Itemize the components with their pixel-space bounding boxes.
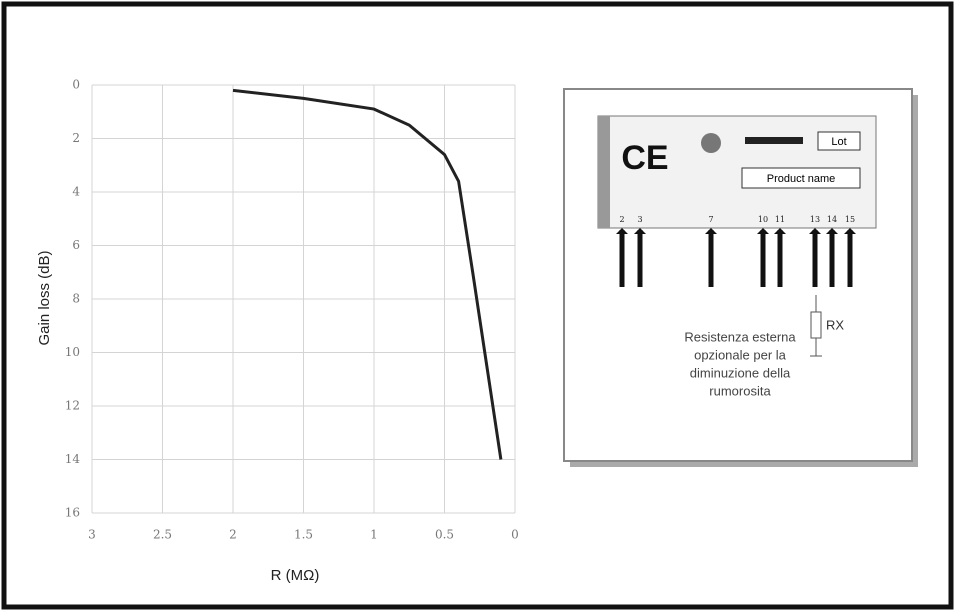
y-tick-label: 0 [72, 78, 80, 92]
pin-label: 10 [758, 215, 768, 224]
y-tick-label: 8 [72, 292, 80, 306]
product-label: Product name [767, 173, 835, 185]
pin-head [826, 228, 838, 234]
y-tick-label: 12 [65, 399, 80, 413]
pin-label: 11 [775, 215, 785, 224]
note-line: diminuzione della [690, 365, 791, 380]
note-line: rumorosita [709, 383, 771, 398]
pin-label: 3 [637, 215, 642, 224]
lot-label: Lot [831, 136, 846, 148]
x-tick-label: 3 [88, 528, 96, 542]
y-tick-label: 4 [72, 185, 80, 199]
pin-label: 15 [845, 215, 855, 224]
pin-label: 7 [708, 215, 713, 224]
diagram: CE Lot Product name 2 3 7 10 11 13 14 15 RX Res… [563, 88, 918, 467]
x-tick-label: 1 [370, 528, 378, 542]
x-tick-label: 0.5 [435, 528, 454, 542]
x-tick-label: 2.5 [153, 528, 172, 542]
pin-label: 13 [810, 215, 820, 224]
pin-head [616, 228, 628, 234]
rx-label: RX [826, 317, 844, 332]
y-tick-label: 16 [65, 506, 80, 520]
pin-label: 2 [619, 215, 624, 224]
x-axis-title: R (MΩ) [271, 567, 320, 584]
logo [745, 137, 803, 144]
pin-head [757, 228, 769, 234]
resistor [810, 311, 822, 339]
pin-head [809, 228, 821, 234]
data-line [232, 88, 503, 460]
y-tick-label: 6 [72, 238, 80, 252]
module-edge [598, 116, 610, 228]
pin-head [844, 228, 856, 234]
ce-mark: CE [621, 139, 668, 177]
pin-head [705, 228, 717, 234]
lot-box [817, 131, 861, 151]
x-tick-label: 0 [511, 528, 519, 542]
pin-label: 14 [827, 215, 837, 224]
x-tick-label: 2 [229, 528, 237, 542]
y-tick-label: 10 [65, 345, 80, 359]
product-box [741, 167, 861, 189]
pin-head [634, 228, 646, 234]
pin-head [774, 228, 786, 234]
note-line: opzionale per la [694, 347, 787, 362]
note-line: Resistenza esterna [684, 329, 796, 344]
y-axis-title: Gain loss (dB) [36, 250, 53, 345]
x-tick-label: 1.5 [294, 528, 313, 542]
y-tick-label: 14 [65, 452, 81, 466]
led [701, 133, 721, 153]
y-tick-label: 2 [72, 131, 80, 145]
